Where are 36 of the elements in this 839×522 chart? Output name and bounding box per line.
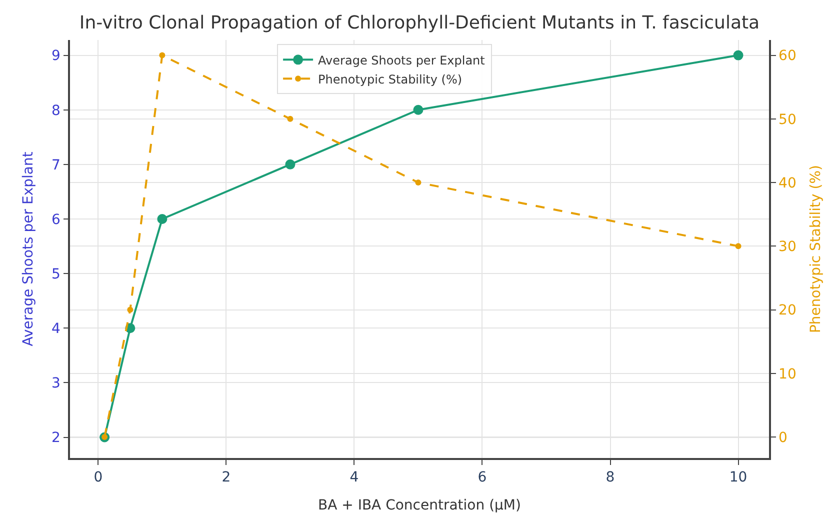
y-tick-label: 6 (52, 212, 61, 228)
point (415, 180, 422, 186)
x-tick-label: 2 (222, 470, 231, 486)
x-tick-label: 6 (478, 470, 487, 486)
y2-tick-label: 40 (778, 175, 796, 192)
y2-tick-label: 10 (778, 366, 796, 382)
y2-tick-label: 0 (778, 430, 788, 446)
point (735, 243, 742, 250)
x-tick-label: 0 (94, 470, 103, 486)
y2-tick-label: 60 (778, 48, 796, 64)
chart-title: In-vitro Clonal Propagation of Chlorophyll-Deficient Mutants in T. fasciculata (79, 12, 760, 34)
y-tick-label: 2 (52, 430, 60, 446)
y2-tick-label: 20 (778, 302, 796, 319)
point (285, 159, 296, 170)
point (127, 306, 134, 313)
y2-tick-label: 50 (778, 112, 796, 128)
point (287, 116, 294, 122)
y-tick-label: 8 (52, 102, 60, 119)
x-tick-label: 8 (606, 470, 615, 486)
y-tick-label: 4 (52, 321, 61, 338)
y-tick-label: 9 (52, 48, 60, 64)
y2-axis-title: Phenotypic Stability (%) (808, 164, 824, 334)
y-tick-label: 3 (52, 376, 60, 392)
x-tick-label: 10 (729, 470, 748, 486)
point (413, 104, 424, 115)
legend-label: Average Shoots per Explant (318, 53, 486, 68)
y-axis-title: Average Shoots per Explant (20, 151, 37, 346)
x-axis-title: BA + IBA Concentration (µM) (318, 497, 521, 514)
point (733, 50, 744, 60)
y-tick-label: 5 (52, 266, 60, 282)
y-tick-label: 7 (52, 157, 60, 174)
legend-label: Phenotypic Stability (%) (318, 72, 462, 86)
point (159, 52, 166, 58)
x-tick-label: 4 (350, 470, 359, 486)
y2-tick-label: 30 (778, 239, 796, 256)
point (157, 214, 168, 224)
